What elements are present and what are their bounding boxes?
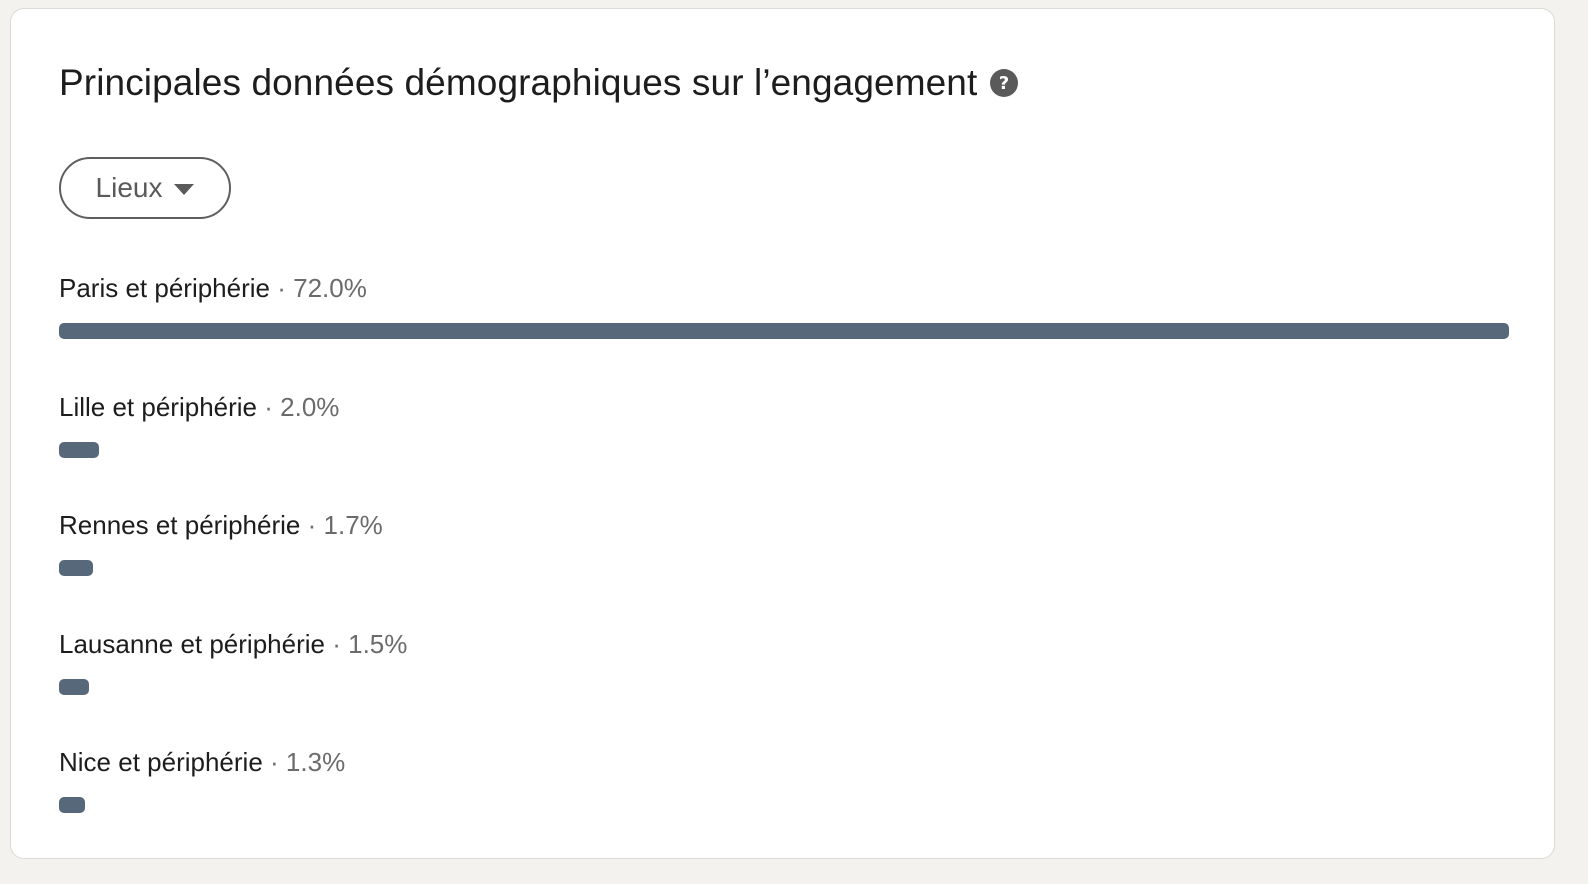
percent-value: 1.7% xyxy=(323,510,383,540)
row-label: Lausanne et périphérie · 1.5% xyxy=(59,627,407,661)
title-row: Principales données démographiques sur l… xyxy=(59,61,1019,105)
help-circle-icon[interactable]: ? xyxy=(989,68,1019,98)
separator: · xyxy=(307,510,317,540)
separator: · xyxy=(264,391,273,422)
location-name: Rennes et périphérie xyxy=(59,510,301,540)
separator: · xyxy=(270,747,279,777)
percent-value: 1.5% xyxy=(348,628,408,659)
row-label: Paris et périphérie · 72.0% xyxy=(59,271,367,305)
filter-label: Lieux xyxy=(95,172,163,203)
location-name: Lausanne et périphérie xyxy=(59,628,325,659)
engagement-demographics-card: Principales données démographiques sur l… xyxy=(10,8,1555,859)
row-label: Rennes et périphérie · 1.7% xyxy=(59,508,383,542)
list-item: Nice et périphérie · 1.3% xyxy=(59,741,1509,860)
location-name: Paris et périphérie xyxy=(59,273,270,303)
separator: · xyxy=(277,273,286,303)
percent-bar xyxy=(59,797,85,813)
percent-bar xyxy=(59,560,93,576)
location-filter-dropdown[interactable]: Lieux xyxy=(59,157,231,219)
percent-bar xyxy=(59,323,1509,339)
percent-bar xyxy=(59,441,99,458)
location-name: Nice et périphérie xyxy=(59,747,263,777)
list-item: Lille et périphérie · 2.0% xyxy=(59,386,1509,505)
separator: · xyxy=(332,628,341,659)
demographics-list: Paris et périphérie · 72.0% Lille et pér… xyxy=(59,267,1509,860)
location-name: Lille et périphérie xyxy=(59,391,258,422)
percent-bar xyxy=(59,678,89,695)
row-label: Lille et périphérie · 2.0% xyxy=(59,390,339,424)
caret-down-icon xyxy=(174,184,195,195)
list-item: Rennes et périphérie · 1.7% xyxy=(59,504,1509,623)
svg-text:?: ? xyxy=(999,73,1009,94)
row-label: Nice et périphérie · 1.3% xyxy=(59,745,345,779)
list-item: Paris et périphérie · 72.0% xyxy=(59,267,1509,386)
percent-value: 1.3% xyxy=(285,747,346,777)
percent-value: 72.0% xyxy=(293,273,367,303)
list-item: Lausanne et périphérie · 1.5% xyxy=(59,623,1509,742)
percent-value: 2.0% xyxy=(280,391,340,422)
page-title: Principales données démographiques sur l… xyxy=(59,62,978,103)
